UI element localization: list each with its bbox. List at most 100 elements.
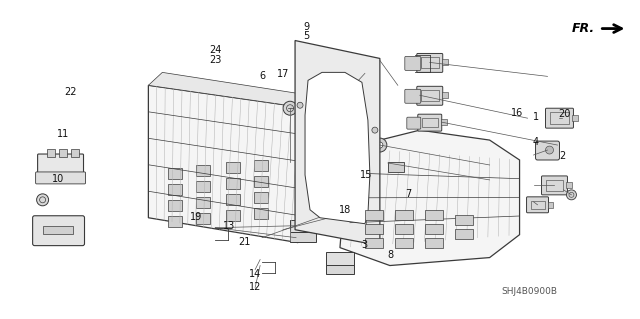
Circle shape [297,102,303,108]
Bar [254,208,268,219]
Circle shape [566,190,577,200]
Text: 19: 19 [190,212,202,222]
Bar [254,176,268,187]
Text: 18: 18 [339,205,351,215]
Bar [196,197,210,208]
Bar [196,181,210,192]
Text: 23: 23 [209,56,221,65]
Text: 2: 2 [559,151,566,161]
Bar [59,149,67,157]
Circle shape [377,142,383,148]
Bar [43,226,72,234]
Bar [168,184,182,195]
Text: 24: 24 [209,45,221,55]
Circle shape [545,146,554,154]
Text: 20: 20 [558,109,570,119]
FancyBboxPatch shape [536,141,559,160]
Bar [420,57,439,68]
Text: 14: 14 [249,270,261,279]
Bar [572,115,579,121]
Polygon shape [148,72,310,108]
Circle shape [36,194,49,206]
Circle shape [283,101,297,115]
Text: 1: 1 [532,112,539,122]
Text: 10: 10 [52,174,64,183]
Bar [365,210,383,220]
FancyBboxPatch shape [417,54,443,72]
Bar [545,180,563,191]
Bar [395,238,413,248]
Bar [420,90,439,101]
FancyBboxPatch shape [405,89,420,103]
Bar [70,149,79,157]
Bar [254,192,268,203]
FancyBboxPatch shape [541,176,568,195]
FancyBboxPatch shape [417,86,443,105]
Text: 7: 7 [405,189,412,199]
FancyBboxPatch shape [38,154,83,178]
Bar [168,168,182,179]
Circle shape [346,200,358,212]
Polygon shape [148,85,308,243]
FancyBboxPatch shape [405,56,420,70]
Bar [454,229,473,239]
Bar [254,160,268,171]
Bar [47,149,54,157]
Text: 22: 22 [65,86,77,97]
Text: SHJ4B0900B: SHJ4B0900B [502,287,557,296]
Bar [425,224,443,234]
FancyBboxPatch shape [33,216,84,246]
Polygon shape [305,72,370,224]
FancyBboxPatch shape [418,114,442,131]
Polygon shape [295,41,380,246]
Text: 5: 5 [303,31,309,41]
Bar [395,224,413,234]
Bar [290,232,316,241]
Bar [168,216,182,227]
Bar [226,194,240,205]
FancyBboxPatch shape [545,108,573,128]
Text: 17: 17 [276,69,289,79]
Bar [365,238,383,248]
Circle shape [334,94,346,106]
Bar [566,182,572,188]
Bar [168,200,182,211]
Text: 3: 3 [362,240,368,250]
Bar [395,210,413,220]
Bar [365,224,383,234]
Text: FR.: FR. [572,22,595,35]
Bar [290,220,316,232]
Text: 16: 16 [511,108,523,118]
Bar [425,238,443,248]
Bar [442,92,448,98]
Bar [441,119,447,125]
Bar [547,202,554,208]
Text: 11: 11 [57,129,69,139]
Circle shape [373,138,387,152]
Bar [196,213,210,224]
Text: 21: 21 [239,237,251,247]
Bar [531,201,545,209]
Text: 12: 12 [249,282,261,292]
Bar [326,264,354,274]
Text: 8: 8 [387,250,394,260]
Bar [425,210,443,220]
Text: 6: 6 [259,71,266,81]
FancyBboxPatch shape [354,199,374,213]
Bar [196,165,210,176]
FancyBboxPatch shape [36,172,86,184]
Polygon shape [340,130,520,265]
Text: 15: 15 [360,170,372,180]
Circle shape [372,127,378,133]
Bar [226,210,240,221]
Bar [454,215,473,225]
Bar [326,252,354,265]
FancyBboxPatch shape [407,117,420,129]
Bar [550,112,570,124]
Bar [442,59,448,65]
Bar [388,162,404,172]
FancyBboxPatch shape [527,197,548,213]
Text: 4: 4 [532,137,539,147]
Text: 9: 9 [303,22,309,32]
Bar [226,178,240,189]
